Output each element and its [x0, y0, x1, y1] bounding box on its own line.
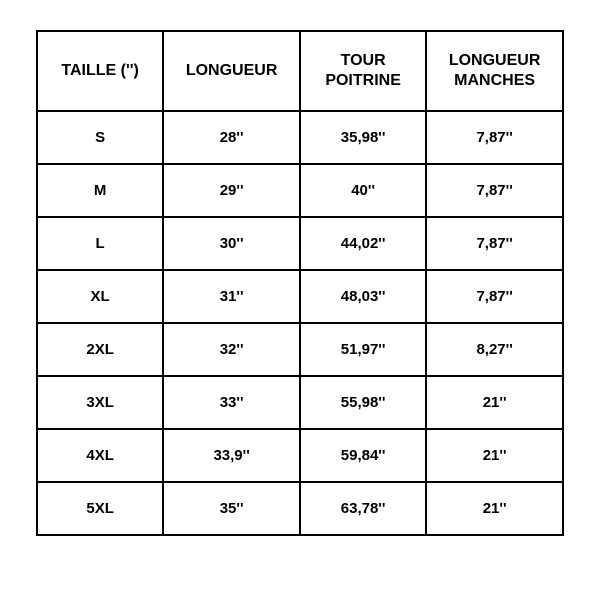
- table-row: M 29'' 40'' 7,87'': [37, 164, 563, 217]
- cell-chest: 59,84'': [300, 429, 426, 482]
- cell-chest: 44,02'': [300, 217, 426, 270]
- cell-size: 2XL: [37, 323, 163, 376]
- cell-size: M: [37, 164, 163, 217]
- cell-sleeve: 8,27'': [426, 323, 563, 376]
- cell-chest: 51,97'': [300, 323, 426, 376]
- cell-chest: 55,98'': [300, 376, 426, 429]
- cell-sleeve: 7,87'': [426, 164, 563, 217]
- cell-length: 32'': [163, 323, 300, 376]
- cell-size: S: [37, 111, 163, 164]
- cell-size: L: [37, 217, 163, 270]
- cell-size: 4XL: [37, 429, 163, 482]
- cell-sleeve: 7,87'': [426, 270, 563, 323]
- table-row: 4XL 33,9'' 59,84'' 21'': [37, 429, 563, 482]
- cell-length: 35'': [163, 482, 300, 535]
- cell-length: 29'': [163, 164, 300, 217]
- cell-sleeve: 7,87'': [426, 111, 563, 164]
- cell-sleeve: 21'': [426, 482, 563, 535]
- table-row: 2XL 32'' 51,97'' 8,27'': [37, 323, 563, 376]
- cell-length: 28'': [163, 111, 300, 164]
- cell-size: 5XL: [37, 482, 163, 535]
- cell-chest: 40'': [300, 164, 426, 217]
- cell-length: 30'': [163, 217, 300, 270]
- column-header-sleeve: LONGUEUR MANCHES: [426, 31, 563, 111]
- table-row: 5XL 35'' 63,78'' 21'': [37, 482, 563, 535]
- cell-chest: 35,98'': [300, 111, 426, 164]
- cell-chest: 48,03'': [300, 270, 426, 323]
- table-header-row: TAILLE ('') LONGUEUR TOUR POITRINE LONGU…: [37, 31, 563, 111]
- cell-length: 33,9'': [163, 429, 300, 482]
- table-row: S 28'' 35,98'' 7,87'': [37, 111, 563, 164]
- cell-sleeve: 21'': [426, 376, 563, 429]
- table-row: 3XL 33'' 55,98'' 21'': [37, 376, 563, 429]
- cell-sleeve: 7,87'': [426, 217, 563, 270]
- cell-chest: 63,78'': [300, 482, 426, 535]
- cell-size: 3XL: [37, 376, 163, 429]
- cell-length: 33'': [163, 376, 300, 429]
- cell-length: 31'': [163, 270, 300, 323]
- column-header-length: LONGUEUR: [163, 31, 300, 111]
- cell-size: XL: [37, 270, 163, 323]
- cell-sleeve: 21'': [426, 429, 563, 482]
- column-header-chest: TOUR POITRINE: [300, 31, 426, 111]
- column-header-size: TAILLE (''): [37, 31, 163, 111]
- table-row: L 30'' 44,02'' 7,87'': [37, 217, 563, 270]
- size-chart-table: TAILLE ('') LONGUEUR TOUR POITRINE LONGU…: [36, 30, 564, 536]
- table-row: XL 31'' 48,03'' 7,87'': [37, 270, 563, 323]
